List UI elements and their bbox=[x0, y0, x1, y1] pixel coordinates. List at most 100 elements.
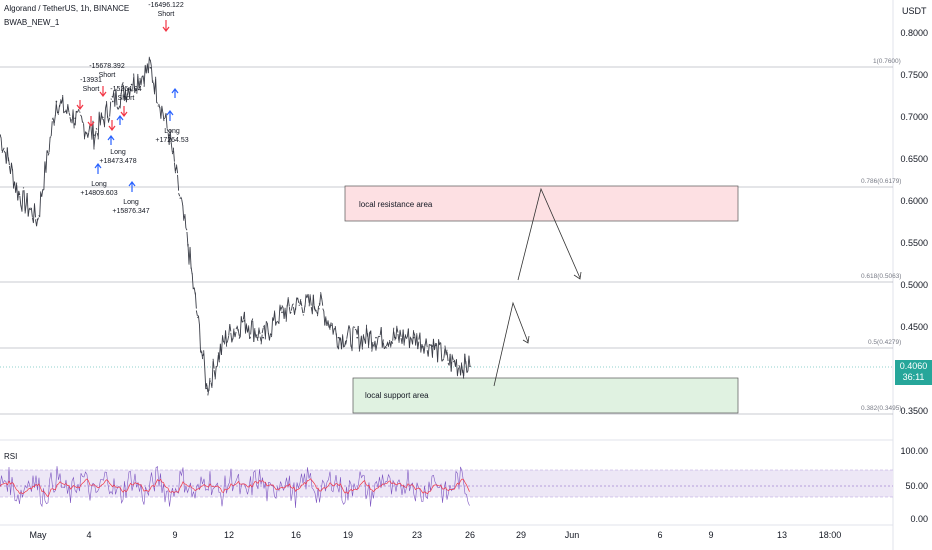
price-segment bbox=[150, 67, 153, 83]
price-segment bbox=[53, 114, 56, 124]
price-point bbox=[187, 244, 189, 246]
price-segment bbox=[260, 334, 263, 345]
price-segment bbox=[408, 336, 411, 349]
price-segment bbox=[417, 341, 420, 350]
time-tick: 6 bbox=[657, 530, 663, 540]
time-tick: 18:00 bbox=[818, 530, 842, 540]
long-arrow-icon bbox=[171, 88, 179, 98]
rsi-tick: 0.00 bbox=[910, 514, 928, 524]
price-segment bbox=[425, 338, 428, 348]
price-segment bbox=[211, 361, 214, 387]
price-segment bbox=[156, 102, 159, 104]
price-segment bbox=[112, 90, 115, 98]
price-segment bbox=[100, 112, 103, 120]
price-segment bbox=[43, 161, 46, 190]
price-segment bbox=[201, 350, 204, 360]
price-segment bbox=[68, 112, 71, 116]
price-segment bbox=[19, 195, 22, 207]
price-segment bbox=[263, 324, 266, 337]
price-point bbox=[130, 83, 133, 86]
price-segment bbox=[225, 330, 228, 347]
trade-label: -15264.04 Short bbox=[110, 86, 142, 102]
price-segment bbox=[77, 109, 80, 112]
price-segment bbox=[132, 77, 135, 90]
price-segment bbox=[86, 132, 89, 137]
price-segment bbox=[297, 297, 300, 303]
price-segment bbox=[93, 136, 96, 148]
price-segment bbox=[325, 317, 328, 326]
price-segment bbox=[343, 345, 345, 348]
price-segment bbox=[387, 341, 389, 347]
price-point bbox=[469, 365, 471, 368]
price-tick: 0.7000 bbox=[900, 112, 928, 122]
price-segment bbox=[102, 116, 104, 119]
price-segment bbox=[347, 325, 350, 333]
price-segment bbox=[432, 339, 435, 350]
price-point bbox=[93, 134, 95, 137]
price-point bbox=[356, 336, 359, 339]
price-segment bbox=[357, 325, 360, 349]
price-segment bbox=[403, 335, 406, 344]
price-segment bbox=[257, 327, 260, 339]
price-segment bbox=[239, 316, 242, 338]
price-segment bbox=[131, 90, 133, 92]
price-segment bbox=[176, 164, 179, 174]
time-tick: 9 bbox=[708, 530, 714, 540]
price-segment bbox=[189, 247, 192, 269]
price-segment bbox=[115, 88, 118, 106]
price-segment bbox=[285, 304, 288, 322]
price-segment bbox=[371, 342, 374, 352]
price-segment bbox=[344, 340, 347, 347]
trade-label: -16496.122 Short bbox=[148, 2, 184, 18]
price-segment bbox=[398, 330, 401, 343]
price-segment bbox=[351, 327, 354, 352]
resistance-zone[interactable] bbox=[344, 185, 739, 222]
price-segment bbox=[388, 341, 391, 347]
time-tick: Jun bbox=[564, 530, 580, 540]
price-segment bbox=[36, 219, 39, 227]
price-segment bbox=[50, 121, 53, 137]
price-segment bbox=[1, 149, 4, 154]
price-segment bbox=[51, 117, 54, 120]
price-segment bbox=[279, 304, 282, 311]
price-segment bbox=[106, 101, 109, 118]
price-point bbox=[450, 362, 453, 364]
price-point bbox=[318, 303, 321, 305]
price-segment bbox=[429, 344, 431, 346]
price-segment bbox=[18, 191, 21, 196]
price-segment bbox=[220, 336, 223, 355]
time-tick: 12 bbox=[223, 530, 235, 540]
price-point bbox=[412, 336, 415, 339]
time-tick: 23 bbox=[411, 530, 423, 540]
projection-arrowhead-lower bbox=[522, 335, 530, 344]
price-point bbox=[375, 336, 377, 339]
price-segment bbox=[443, 348, 446, 358]
price-segment bbox=[392, 327, 395, 341]
price-segment bbox=[108, 117, 111, 122]
price-segment bbox=[275, 321, 278, 326]
current-price-badge[interactable]: 0.4060 36:11 bbox=[895, 360, 932, 385]
price-segment bbox=[444, 345, 447, 354]
price-segment bbox=[246, 324, 248, 333]
support-zone[interactable] bbox=[352, 377, 739, 414]
price-segment bbox=[195, 310, 198, 317]
time-tick: 13 bbox=[776, 530, 788, 540]
price-series bbox=[0, 56, 471, 396]
price-segment bbox=[378, 335, 381, 338]
price-segment bbox=[119, 93, 122, 109]
price-point bbox=[337, 336, 340, 339]
price-segment bbox=[155, 76, 158, 103]
price-segment bbox=[205, 383, 208, 388]
long-arrow-icon bbox=[107, 135, 115, 145]
rsi-series bbox=[0, 466, 470, 508]
price-segment bbox=[217, 352, 220, 363]
price-segment bbox=[230, 332, 233, 343]
price-segment bbox=[248, 325, 251, 339]
price-segment bbox=[400, 337, 403, 345]
short-arrow-icon bbox=[87, 116, 95, 127]
price-segment bbox=[427, 344, 430, 357]
price-segment bbox=[255, 334, 258, 338]
price-tick: 0.6500 bbox=[900, 154, 928, 164]
price-segment bbox=[391, 341, 394, 344]
